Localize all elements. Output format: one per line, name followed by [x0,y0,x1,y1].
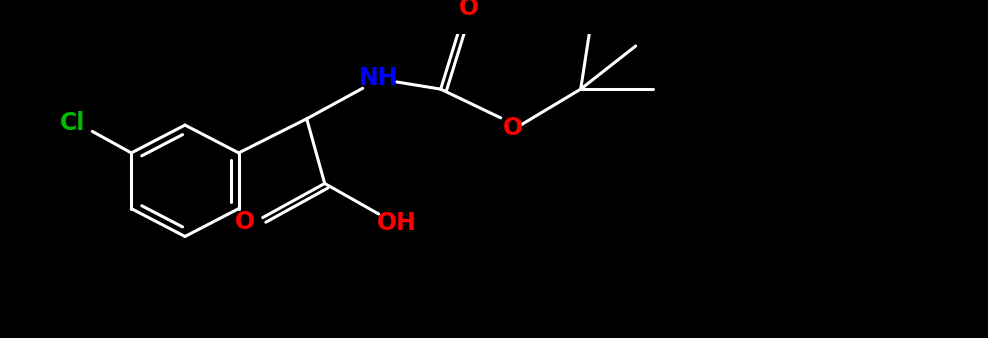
Text: Cl: Cl [59,111,85,135]
Text: NH: NH [359,66,398,90]
Text: O: O [234,210,255,234]
Text: O: O [458,0,479,20]
Text: O: O [503,116,523,140]
Text: OH: OH [376,211,417,235]
